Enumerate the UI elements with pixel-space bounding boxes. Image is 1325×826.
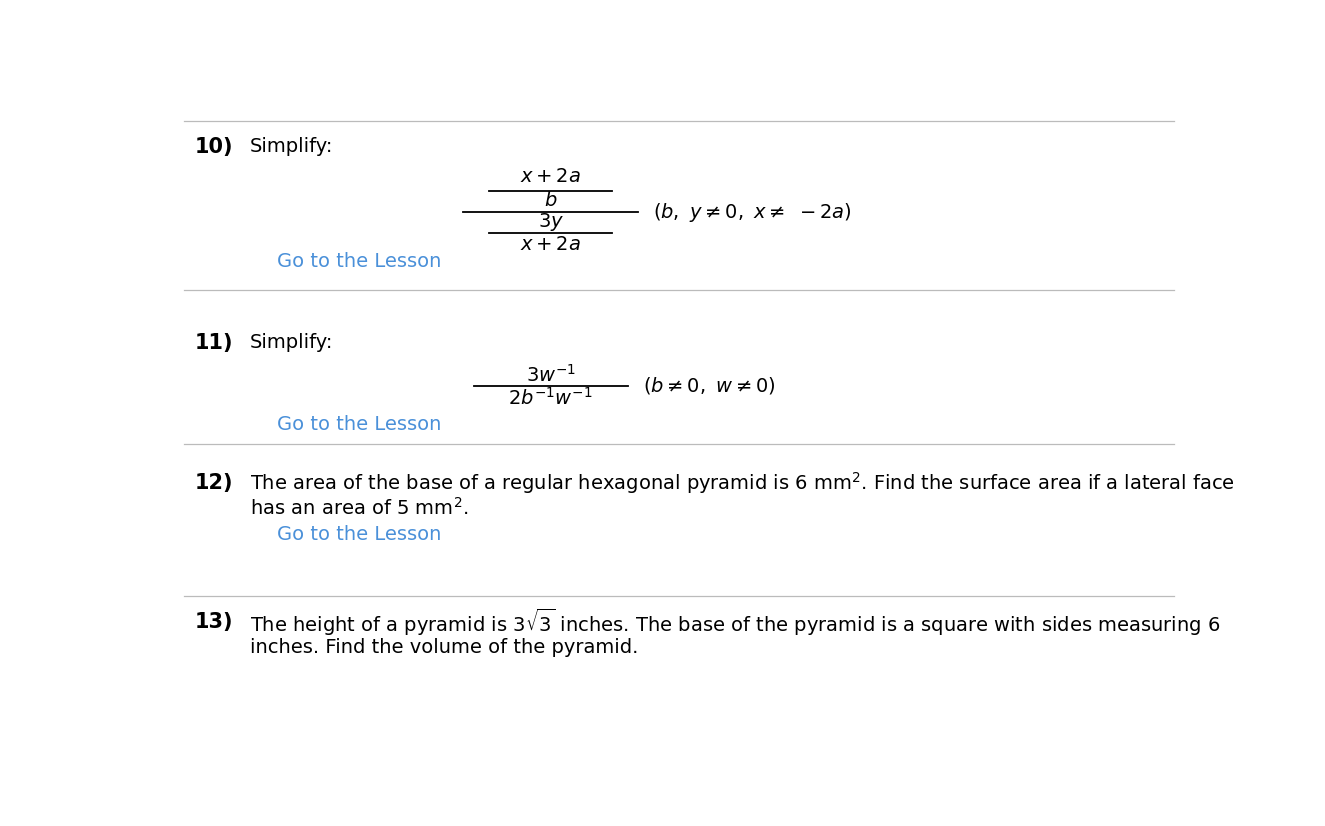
Text: Simplify:: Simplify: [250,137,333,156]
Text: has an area of 5 mm$^2$.: has an area of 5 mm$^2$. [250,496,468,519]
Text: $x + 2a$: $x + 2a$ [521,235,582,254]
Text: $(b \neq 0,\ w \neq 0)$: $(b \neq 0,\ w \neq 0)$ [643,376,776,396]
Text: 11): 11) [195,333,233,353]
Text: Go to the Lesson: Go to the Lesson [277,252,441,271]
Text: $2b^{-1}w^{-1}$: $2b^{-1}w^{-1}$ [509,387,594,408]
Text: inches. Find the volume of the pyramid.: inches. Find the volume of the pyramid. [250,638,639,657]
Text: $b$: $b$ [545,191,558,210]
Text: 13): 13) [195,612,233,632]
Text: 12): 12) [195,473,233,493]
Text: Go to the Lesson: Go to the Lesson [277,415,441,434]
Text: $(b,\ y \neq 0,\ x \neq\ -2a)$: $(b,\ y \neq 0,\ x \neq\ -2a)$ [653,201,852,224]
Text: 10): 10) [195,137,233,157]
Text: Simplify:: Simplify: [250,333,333,352]
Text: The height of a pyramid is $3\sqrt{3}$ inches. The base of the pyramid is a squa: The height of a pyramid is $3\sqrt{3}$ i… [250,606,1220,638]
Text: $3y$: $3y$ [538,211,564,233]
Text: Go to the Lesson: Go to the Lesson [277,525,441,544]
Text: $x + 2a$: $x + 2a$ [521,167,582,186]
Text: $3w^{-1}$: $3w^{-1}$ [526,363,576,386]
Text: The area of the base of a regular hexagonal pyramid is 6 mm$^2$. Find the surfac: The area of the base of a regular hexago… [250,470,1235,496]
